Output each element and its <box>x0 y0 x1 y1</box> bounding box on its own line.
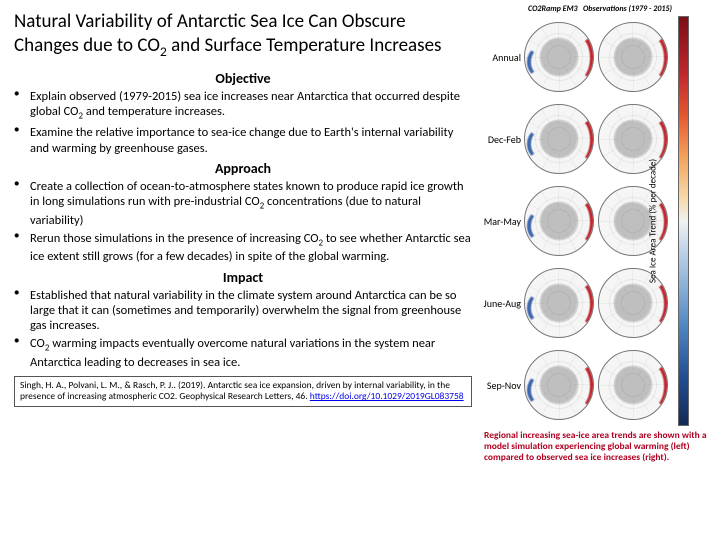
approach-heading: Approach <box>14 160 472 177</box>
map-pair <box>524 268 668 338</box>
impact-heading: Impact <box>14 269 472 286</box>
map-pair <box>524 186 668 256</box>
objective-heading: Objective <box>14 70 472 87</box>
row-label: Annual <box>480 51 524 64</box>
colorbar-label: Sea Ice Area Trend (% per decade) <box>647 159 658 283</box>
map-pair <box>524 22 668 92</box>
figure-obs-label: Observations (1979 - 2015) <box>583 4 672 14</box>
figure-panel: Observations (1979 - 2015) CO2Ramp EM3 A… <box>480 4 716 426</box>
row-label: Sep-Nov <box>480 379 524 392</box>
figure-caption: Regional increasing sea-ice area trends … <box>480 426 716 463</box>
polar-map-model <box>524 22 594 92</box>
citation-link[interactable]: https://doi.org/10.1029/2019GL083758 <box>310 390 464 402</box>
row-label: Dec-Feb <box>480 133 524 146</box>
map-pair <box>524 104 668 174</box>
map-pair <box>524 350 668 420</box>
list-item: CO2 warming impacts eventually overcome … <box>14 336 472 370</box>
approach-list: Create a collection of ocean-to-atmosphe… <box>14 179 472 265</box>
list-item: Established that natural variability in … <box>14 288 472 334</box>
right-column: Observations (1979 - 2015) CO2Ramp EM3 A… <box>480 0 720 540</box>
slide-title: Natural Variability of Antarctic Sea Ice… <box>14 10 472 60</box>
polar-map-model <box>524 350 594 420</box>
list-item: Explain observed (1979-2015) sea ice inc… <box>14 89 472 123</box>
polar-map-model <box>524 268 594 338</box>
polar-map-obs <box>598 22 668 92</box>
figure-model-label: CO2Ramp EM3 <box>528 4 578 14</box>
list-item: Create a collection of ocean-to-atmosphe… <box>14 179 472 228</box>
row-label: Mar-May <box>480 215 524 228</box>
list-item: Examine the relative importance to sea-i… <box>14 125 472 156</box>
polar-map-model <box>524 186 594 256</box>
row-label: June-Aug <box>480 297 524 310</box>
colorbar <box>678 16 689 426</box>
colorbar-area: Sea Ice Area Trend (% per decade) <box>678 16 714 426</box>
left-column: Natural Variability of Antarctic Sea Ice… <box>0 0 480 540</box>
polar-map-model <box>524 104 594 174</box>
impact-list: Established that natural variability in … <box>14 288 472 370</box>
slide-root: Natural Variability of Antarctic Sea Ice… <box>0 0 720 540</box>
objective-list: Explain observed (1979-2015) sea ice inc… <box>14 89 472 156</box>
citation-box: Singh, H. A., Polvani, L. M., & Rasch, P… <box>14 376 472 407</box>
polar-map-obs <box>598 350 668 420</box>
list-item: Rerun those simulations in the presence … <box>14 231 472 265</box>
